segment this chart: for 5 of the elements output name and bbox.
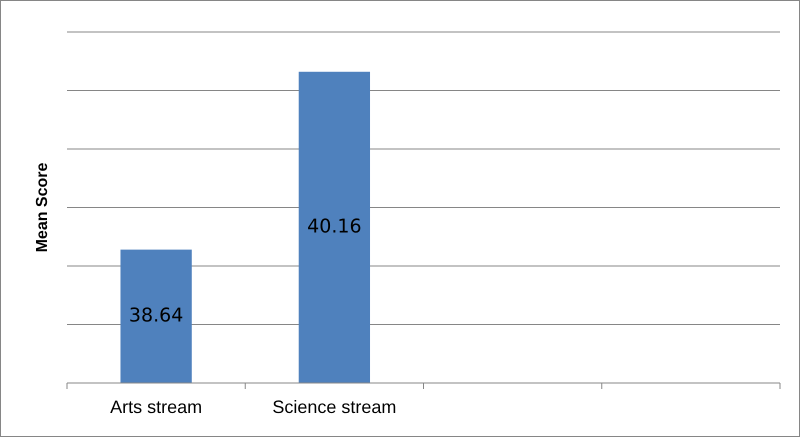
data-label: 38.64 — [128, 304, 184, 327]
data-label: 40.16 — [307, 216, 362, 238]
y-axis-title: Mean Score — [34, 162, 51, 252]
x-tick-label: Arts stream — [110, 397, 202, 417]
x-tick-label: Science stream — [272, 397, 396, 417]
